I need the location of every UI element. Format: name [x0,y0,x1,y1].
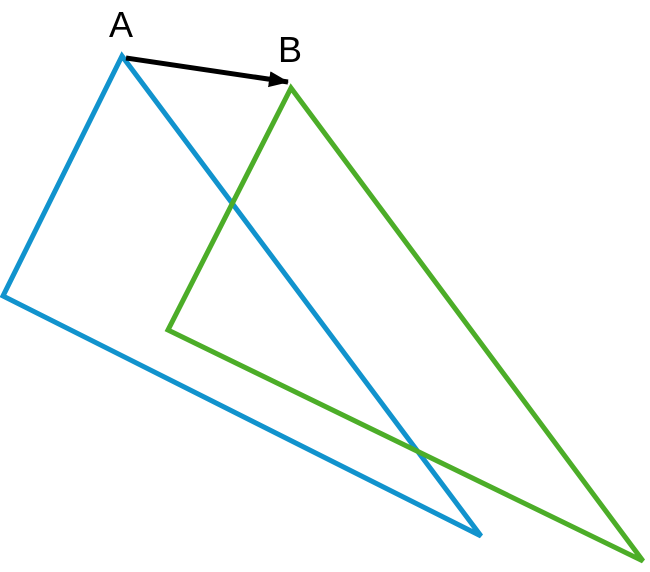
original-triangle [0,51,484,539]
point-label-a: A [109,4,133,45]
point-label-b: B [278,29,302,70]
translation-arrow [125,55,289,88]
translated-triangle [164,83,646,564]
